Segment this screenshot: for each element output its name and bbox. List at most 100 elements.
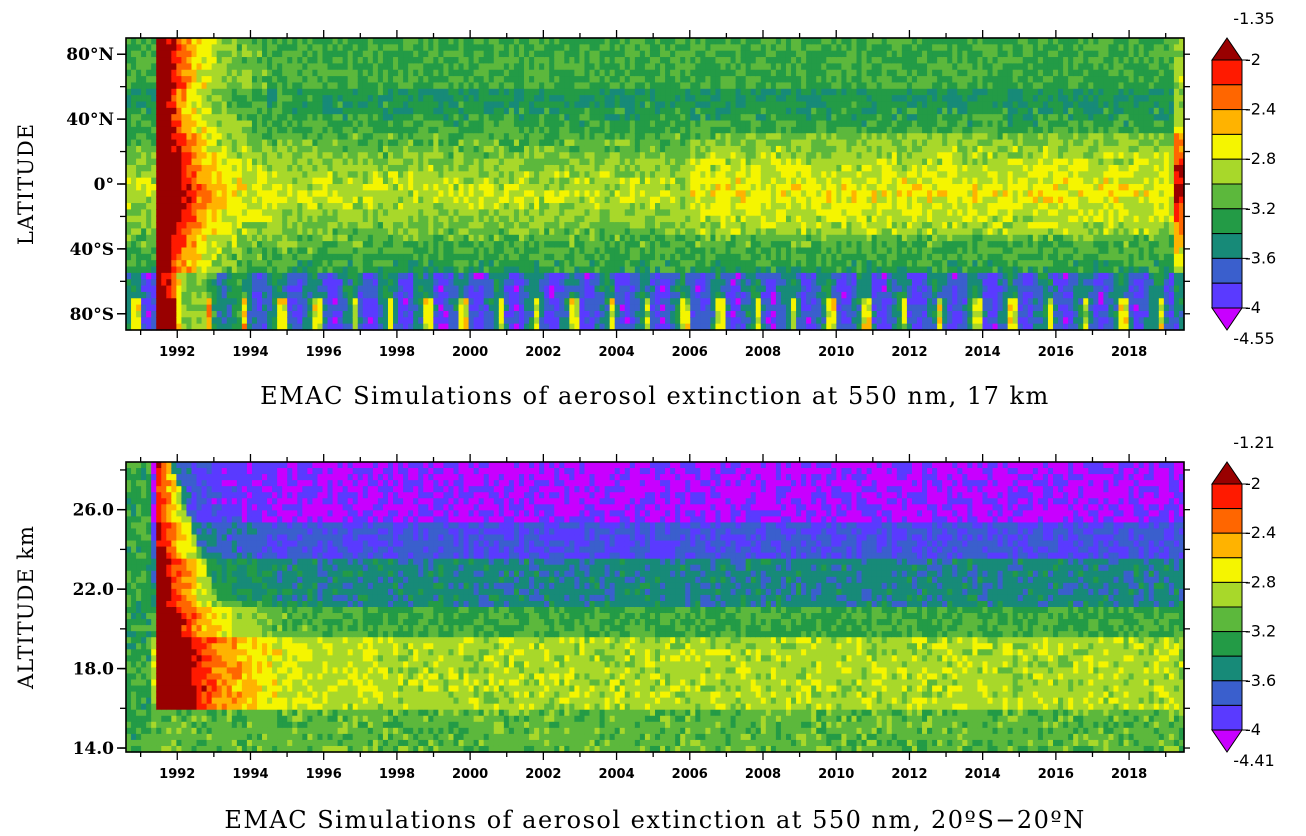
heat-cell bbox=[524, 310, 530, 318]
heat-cell bbox=[292, 234, 298, 242]
heat-cell bbox=[201, 152, 208, 160]
heat-cell bbox=[579, 247, 586, 255]
heat-cell bbox=[428, 120, 434, 128]
heat-cell bbox=[372, 101, 379, 109]
heat-cell bbox=[589, 114, 596, 122]
heat-cell bbox=[282, 171, 288, 179]
heat-cell bbox=[171, 298, 177, 306]
heat-cell bbox=[423, 190, 429, 198]
heat-cell bbox=[221, 234, 228, 242]
heat-cell bbox=[609, 76, 616, 84]
heat-cell bbox=[136, 317, 142, 325]
heat-cell bbox=[393, 304, 399, 312]
heat-cell bbox=[624, 317, 631, 325]
heat-cell bbox=[322, 158, 329, 166]
heat-cell bbox=[408, 234, 414, 242]
heat-cell bbox=[292, 291, 298, 299]
heat-cell bbox=[614, 304, 621, 312]
heat-cell bbox=[609, 272, 616, 280]
heat-cell bbox=[287, 152, 293, 160]
heat-cell bbox=[473, 152, 480, 160]
heat-cell bbox=[589, 196, 596, 204]
heat-cell bbox=[262, 323, 268, 331]
heat-cell bbox=[609, 152, 616, 160]
heat-cell bbox=[534, 291, 540, 299]
heat-cell bbox=[644, 171, 651, 179]
heat-cell bbox=[564, 107, 570, 115]
heat-cell bbox=[171, 209, 177, 217]
heat-cell bbox=[468, 291, 475, 299]
heat-cell bbox=[584, 285, 591, 293]
heat-cell bbox=[347, 38, 354, 45]
heat-cell bbox=[443, 69, 450, 77]
heat-cell bbox=[277, 57, 283, 64]
heat-cell bbox=[513, 215, 520, 223]
heat-cell bbox=[166, 323, 172, 331]
heat-cell bbox=[186, 260, 193, 268]
heat-cell bbox=[569, 184, 575, 191]
heat-cell bbox=[649, 145, 656, 153]
heat-cell bbox=[513, 76, 520, 84]
heat-cell bbox=[619, 323, 626, 331]
heat-cell bbox=[463, 107, 470, 115]
heat-cell bbox=[599, 164, 606, 172]
heat-cell bbox=[146, 298, 152, 306]
heat-cell bbox=[423, 215, 429, 223]
heat-cell bbox=[191, 76, 198, 84]
heat-cell bbox=[524, 164, 530, 172]
heat-cell bbox=[327, 50, 334, 58]
heat-cell bbox=[357, 310, 364, 318]
heat-cell bbox=[609, 82, 616, 90]
heat-cell bbox=[649, 323, 656, 331]
heat-cell bbox=[256, 272, 263, 280]
heat-cell bbox=[292, 82, 298, 90]
heat-cell bbox=[131, 139, 137, 147]
heat-cell bbox=[634, 279, 641, 287]
heat-cell bbox=[256, 317, 263, 325]
heat-cell bbox=[352, 95, 359, 103]
heat-cell bbox=[176, 120, 183, 128]
heat-cell bbox=[518, 101, 525, 109]
heat-cell bbox=[176, 107, 183, 115]
heat-cell bbox=[639, 215, 646, 223]
heat-cell bbox=[181, 88, 188, 96]
heat-cell bbox=[589, 215, 596, 223]
heat-cell bbox=[624, 228, 631, 236]
heat-cell bbox=[216, 114, 223, 122]
heat-cell bbox=[166, 260, 172, 268]
heat-cell bbox=[161, 158, 167, 166]
heat-cell bbox=[236, 126, 243, 134]
heat-cell bbox=[186, 69, 193, 77]
heat-cell bbox=[634, 310, 641, 318]
heat-cell bbox=[508, 57, 515, 64]
heat-cell bbox=[382, 44, 389, 52]
heat-cell bbox=[539, 57, 545, 64]
heat-cell bbox=[498, 107, 505, 115]
heat-cell bbox=[221, 120, 228, 128]
heat-cell bbox=[302, 69, 308, 77]
heat-cell bbox=[206, 228, 213, 236]
heat-cell bbox=[624, 298, 631, 306]
heat-cell bbox=[564, 171, 570, 179]
heat-cell bbox=[161, 260, 167, 268]
heat-cell bbox=[362, 310, 369, 318]
heat-cell bbox=[171, 44, 177, 52]
heat-cell bbox=[191, 323, 198, 331]
heat-cell bbox=[488, 272, 495, 280]
heat-cell bbox=[262, 69, 268, 77]
heat-cell bbox=[644, 107, 651, 115]
heat-cell bbox=[156, 82, 162, 90]
heat-cell bbox=[292, 139, 298, 147]
heat-cell bbox=[448, 228, 455, 236]
heat-cell bbox=[367, 120, 374, 128]
heat-cell bbox=[473, 184, 480, 191]
heat-cell bbox=[660, 291, 666, 299]
heat-cell bbox=[367, 196, 374, 204]
heat-cell bbox=[443, 63, 450, 71]
heat-cell bbox=[413, 82, 419, 90]
heat-cell bbox=[438, 247, 444, 255]
heat-cell bbox=[670, 57, 676, 64]
heat-cell bbox=[221, 171, 228, 179]
heat-cell bbox=[549, 228, 555, 236]
heat-cell bbox=[287, 76, 293, 84]
